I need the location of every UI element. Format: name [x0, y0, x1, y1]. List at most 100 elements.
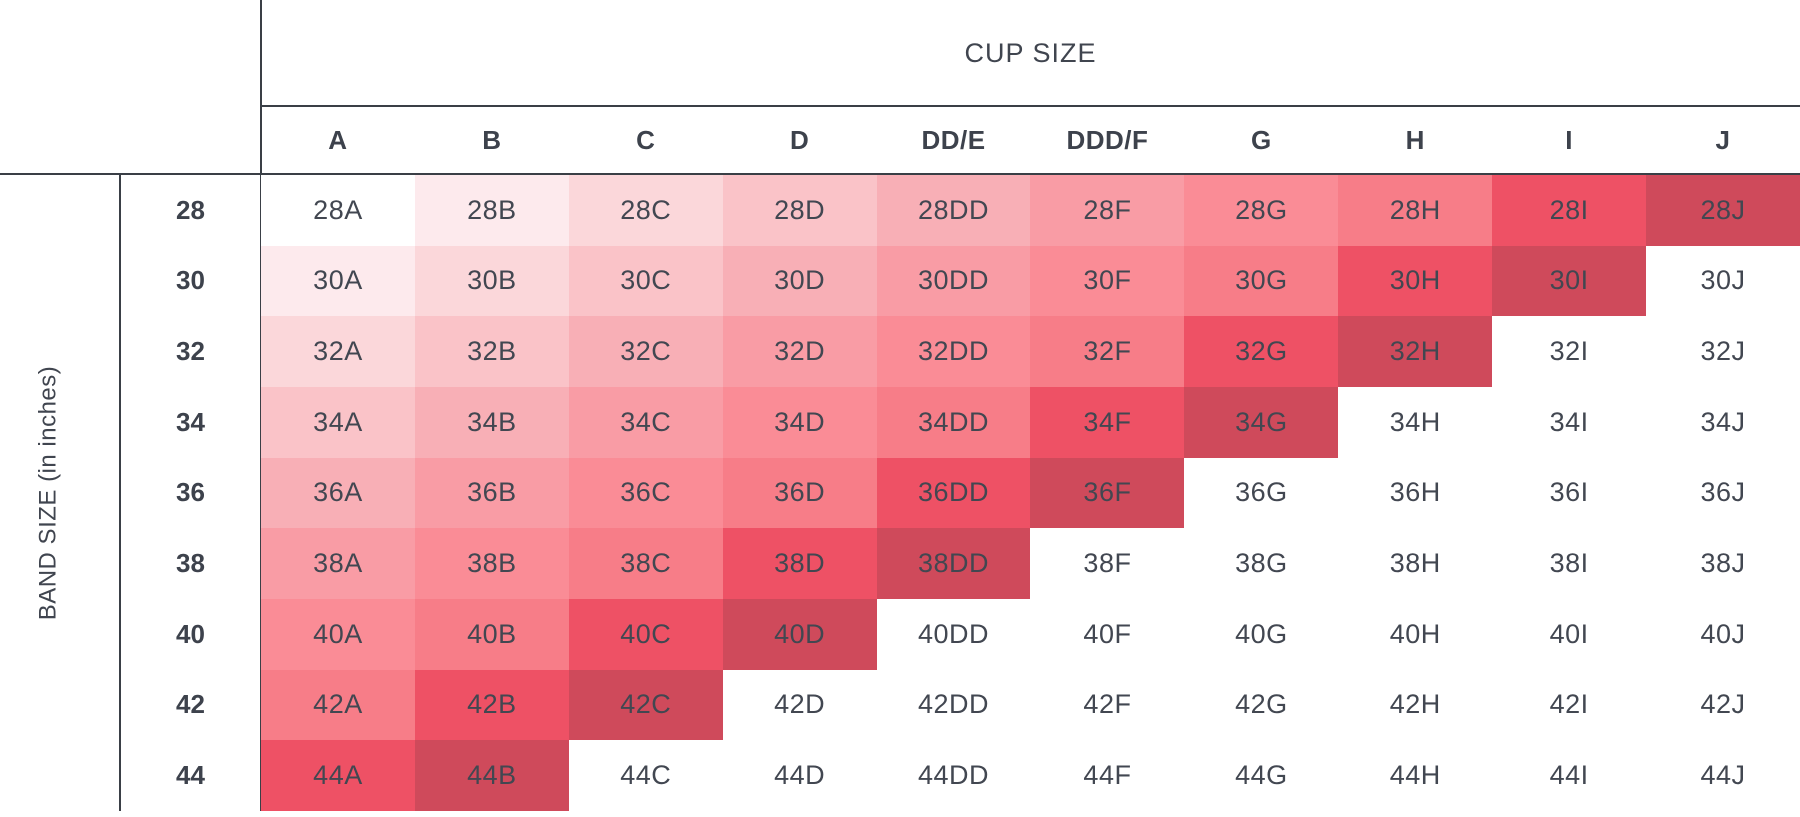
band-size-axis-label: BAND SIZE (in inches) [34, 365, 62, 621]
size-cell-38G: 38G [1184, 528, 1339, 599]
size-cell-38DD: 38DD [876, 528, 1031, 599]
size-cell-30B: 30B [414, 245, 569, 317]
size-cell-28A: 28A [261, 175, 415, 246]
size-cell-42I: 42I [1492, 669, 1647, 741]
size-cell-38C: 38C [568, 528, 723, 599]
size-cell-38I: 38I [1492, 528, 1647, 599]
size-cell-36G: 36G [1184, 457, 1339, 529]
size-cell-32G: 32G [1184, 316, 1339, 387]
size-cell-30H: 30H [1338, 245, 1493, 317]
band-header-30: 30 [176, 265, 205, 296]
size-cell-28F: 28F [1030, 175, 1185, 246]
size-cell-42F: 42F [1030, 669, 1185, 741]
cup-header-I: I [1565, 124, 1573, 155]
size-cell-32C: 32C [568, 316, 723, 387]
cup-header-divider-line [261, 105, 1800, 107]
size-cell-32I: 32I [1492, 316, 1647, 387]
size-cell-44A: 44A [261, 740, 415, 811]
size-cell-28C: 28C [568, 175, 723, 246]
size-cell-28J: 28J [1646, 175, 1800, 246]
size-cell-36I: 36I [1492, 457, 1647, 529]
size-cell-32H: 32H [1338, 316, 1493, 387]
size-cell-36H: 36H [1338, 457, 1493, 529]
size-cell-38H: 38H [1338, 528, 1493, 599]
size-cell-36J: 36J [1646, 457, 1800, 529]
table-top-border-line [0, 173, 1800, 175]
size-cell-40B: 40B [414, 598, 569, 670]
band-header-44: 44 [176, 760, 205, 791]
size-cell-40G: 40G [1184, 598, 1339, 670]
band-header-34: 34 [176, 406, 205, 437]
size-cell-44J: 44J [1646, 740, 1800, 811]
size-cell-28DD: 28DD [876, 175, 1031, 246]
cup-size-axis-label: CUP SIZE [964, 37, 1097, 68]
band-header-36: 36 [176, 477, 205, 508]
size-cell-40A: 40A [261, 598, 415, 670]
size-cell-42B: 42B [414, 669, 569, 741]
size-cell-34D: 34D [722, 386, 877, 458]
size-cell-34B: 34B [414, 386, 569, 458]
band-header-42: 42 [176, 689, 205, 720]
band-column-divider-line [119, 175, 121, 811]
size-cell-36A: 36A [261, 457, 415, 529]
size-cell-30A: 30A [261, 245, 415, 317]
size-cell-44H: 44H [1338, 740, 1493, 811]
size-cell-42G: 42G [1184, 669, 1339, 741]
band-header-28: 28 [176, 194, 205, 225]
size-cell-32A: 32A [261, 316, 415, 387]
size-cell-38D: 38D [722, 528, 877, 599]
size-cell-30F: 30F [1030, 245, 1185, 317]
size-cell-42D: 42D [722, 669, 877, 741]
size-cell-44B: 44B [414, 740, 569, 811]
cup-header-DDD/F: DDD/F [1066, 124, 1149, 155]
size-cell-36C: 36C [568, 457, 723, 529]
size-cell-38J: 38J [1646, 528, 1800, 599]
cup-size-header-row: A B C D DD/E DDD/F G H I J [261, 107, 1800, 173]
size-cell-grid: 28A 28B 28C 28D 28DD 28F 28G 28H 28I 28J 30A 30B 30C… [261, 175, 1800, 811]
cup-header-J: J [1715, 124, 1731, 155]
band-size-header-column: 28 30 32 34 36 38 40 42 44 [121, 175, 260, 811]
size-cell-32D: 32D [722, 316, 877, 387]
size-cell-28H: 28H [1338, 175, 1493, 246]
cup-header-C: C [636, 124, 656, 155]
size-cell-36D: 36D [722, 457, 877, 529]
size-cell-40DD: 40DD [876, 598, 1031, 670]
size-cell-42J: 42J [1646, 669, 1800, 741]
size-cell-40J: 40J [1646, 598, 1800, 670]
size-cell-34H: 34H [1338, 386, 1493, 458]
size-cell-44I: 44I [1492, 740, 1647, 811]
size-cell-34C: 34C [568, 386, 723, 458]
size-cell-36DD: 36DD [876, 457, 1031, 529]
size-cell-34J: 34J [1646, 386, 1800, 458]
size-cell-42DD: 42DD [876, 669, 1031, 741]
size-cell-28G: 28G [1184, 175, 1339, 246]
size-cell-32DD: 32DD [876, 316, 1031, 387]
cup-header-B: B [482, 124, 502, 155]
band-header-32: 32 [176, 336, 205, 367]
size-cell-36F: 36F [1030, 457, 1185, 529]
size-cell-40F: 40F [1030, 598, 1185, 670]
cup-header-DD/E: DD/E [921, 124, 986, 155]
size-cell-34F: 34F [1030, 386, 1185, 458]
band-header-38: 38 [176, 548, 205, 579]
size-cell-44DD: 44DD [876, 740, 1031, 811]
size-cell-36B: 36B [414, 457, 569, 529]
size-cell-44F: 44F [1030, 740, 1185, 811]
size-cell-34A: 34A [261, 386, 415, 458]
size-cell-28D: 28D [722, 175, 877, 246]
size-cell-42A: 42A [261, 669, 415, 741]
cup-header-D: D [790, 124, 810, 155]
cup-header-G: G [1250, 124, 1272, 155]
size-cell-32B: 32B [414, 316, 569, 387]
band-size-axis-label-wrap: BAND SIZE (in inches) [0, 175, 96, 811]
size-cell-42C: 42C [568, 669, 723, 741]
size-cell-44C: 44C [568, 740, 723, 811]
cup-header-A: A [328, 124, 348, 155]
size-cell-44G: 44G [1184, 740, 1339, 811]
band-header-40: 40 [176, 618, 205, 649]
size-cell-30I: 30I [1492, 245, 1647, 317]
size-cell-28B: 28B [414, 175, 569, 246]
size-cell-30G: 30G [1184, 245, 1339, 317]
size-cell-30D: 30D [722, 245, 877, 317]
